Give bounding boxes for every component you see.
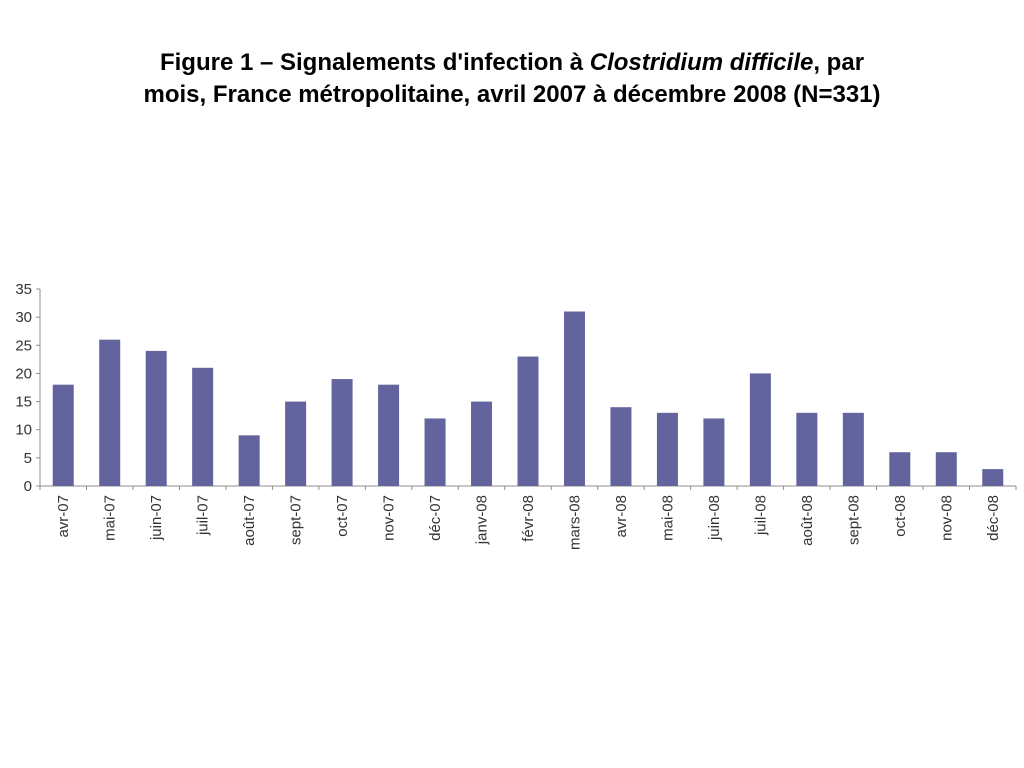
title-suffix: , par <box>813 49 865 76</box>
title-italic: Clostridium difficile <box>589 49 814 76</box>
bar <box>842 412 864 486</box>
x-tick-label: juin-08 <box>706 495 723 541</box>
x-tick-label: mai-07 <box>102 495 119 541</box>
x-tick-label: sept-07 <box>288 495 305 545</box>
bar <box>52 384 74 486</box>
x-tick-label: mars-08 <box>566 495 583 550</box>
bar <box>238 435 260 486</box>
page-title: Figure 1 – Signalements d'infection à Cl… <box>0 47 1024 111</box>
x-tick-label: oct-07 <box>334 495 351 537</box>
bar <box>982 469 1004 486</box>
bar <box>703 418 725 486</box>
y-tick-label: 35 <box>15 281 32 298</box>
bar <box>145 350 167 486</box>
title-prefix: Figure 1 – Signalements d'infection à <box>159 49 590 76</box>
x-tick-label: déc-08 <box>985 495 1002 541</box>
y-tick-label: 25 <box>15 337 32 354</box>
x-tick-label: oct-08 <box>892 495 909 537</box>
x-tick-label: juil-07 <box>195 495 212 536</box>
title-line-1: Figure 1 – Signalements d'infection à Cl… <box>0 47 1024 79</box>
bar <box>656 412 678 486</box>
bar <box>192 367 214 486</box>
title-line-2: mois, France métropolitaine, avril 2007 … <box>143 81 881 108</box>
bar <box>749 373 771 486</box>
bar <box>563 311 585 486</box>
x-tick-label: nov-07 <box>381 495 398 541</box>
bar <box>331 379 353 486</box>
y-tick-label: 5 <box>24 450 32 467</box>
bar-chart: 0 5 10 15 20 25 30 35 avr-07 mai-07 juin-07 juil-07… <box>15 281 1017 550</box>
bar <box>796 412 818 486</box>
x-tick-label: janv-08 <box>474 495 491 545</box>
x-tick-label: mai-08 <box>659 495 676 541</box>
y-tick-label: 20 <box>15 365 32 382</box>
x-tick-label: juil-08 <box>752 495 769 536</box>
y-tick-label: 15 <box>15 394 32 411</box>
y-tick-label: 0 <box>24 478 32 495</box>
x-tick-label: févr-08 <box>520 495 537 542</box>
x-tick-label: juin-07 <box>148 495 165 541</box>
bar <box>424 418 446 486</box>
y-tick-label: 30 <box>15 309 32 326</box>
x-tick-label: avr-08 <box>613 495 630 538</box>
bar <box>889 452 911 486</box>
chart-container: 0 5 10 15 20 25 30 35 avr-07 mai-07 juin-07 juil-07… <box>0 270 1024 580</box>
bar <box>610 407 632 486</box>
x-tick-label: sept-08 <box>845 495 862 545</box>
bar <box>471 401 493 486</box>
bar <box>99 339 121 486</box>
x-tick-label: nov-08 <box>938 495 955 541</box>
bar <box>378 384 400 486</box>
x-tick-label: août-07 <box>241 495 258 546</box>
bar <box>285 401 307 486</box>
y-tick-label: 10 <box>15 422 32 439</box>
bar <box>517 356 539 486</box>
bar <box>935 452 957 486</box>
x-tick-label: août-08 <box>799 495 816 546</box>
x-tick-label: avr-07 <box>55 495 72 538</box>
x-tick-label: déc-07 <box>427 495 444 541</box>
